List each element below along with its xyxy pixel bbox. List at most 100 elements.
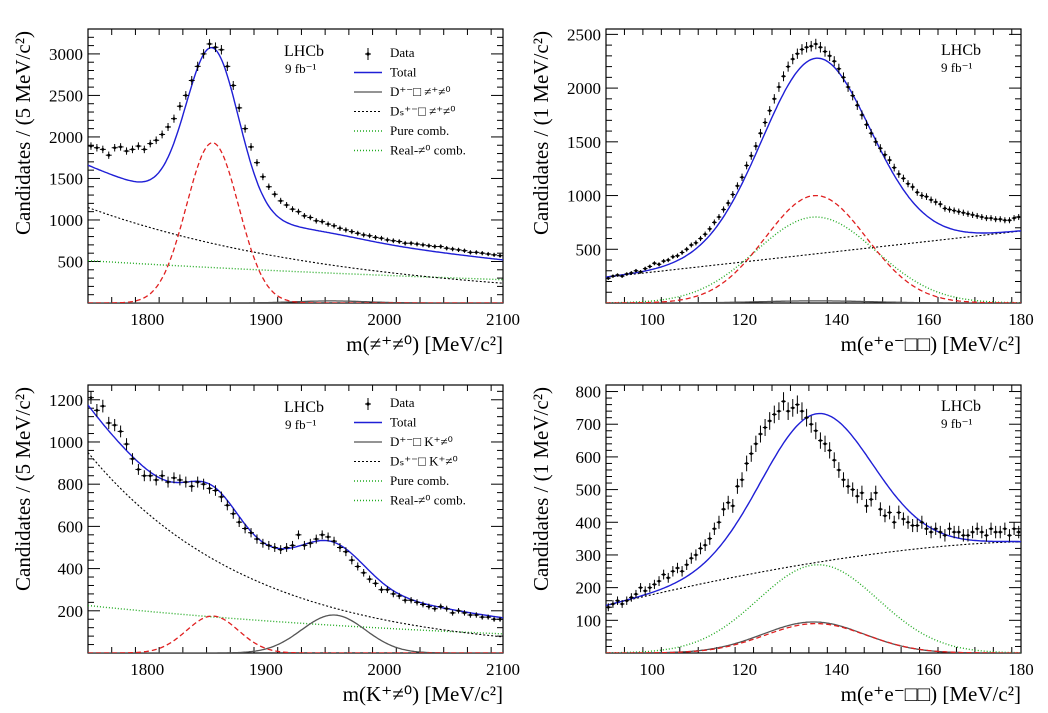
lhcb-label: LHCb xyxy=(941,42,981,59)
data-point xyxy=(135,142,142,150)
data-point xyxy=(785,402,791,420)
data-point xyxy=(831,56,837,67)
data-point xyxy=(230,508,237,519)
data-point xyxy=(319,530,326,540)
data-point xyxy=(938,525,943,539)
fit-curve-2 xyxy=(88,614,503,653)
data-point xyxy=(758,128,763,138)
data-point xyxy=(767,412,772,430)
data-point xyxy=(497,616,503,622)
data-point xyxy=(390,590,397,598)
data-point xyxy=(993,525,998,539)
data-point xyxy=(947,522,952,536)
data-point xyxy=(236,103,243,113)
data-point xyxy=(402,240,409,246)
data-point xyxy=(656,262,662,267)
data-point xyxy=(951,525,957,539)
data-point xyxy=(624,596,630,605)
data-point xyxy=(449,246,456,252)
data-point xyxy=(200,49,207,59)
data-point xyxy=(933,198,938,206)
panel-bottom-right: 100 120 140 160 180 100 200 300 400 500 600 700 800 m… xyxy=(529,383,1034,706)
data-point xyxy=(307,214,314,221)
data-point xyxy=(905,515,911,529)
data-point xyxy=(804,408,809,427)
data-point xyxy=(105,416,112,430)
plot-area xyxy=(606,392,1021,653)
data-point xyxy=(698,542,703,555)
data-point xyxy=(348,555,355,565)
data-point xyxy=(408,597,415,604)
lumi-label: 9 fb⁻¹ xyxy=(285,417,316,432)
y-tick-label: 300 xyxy=(576,546,602,565)
data-point xyxy=(159,470,166,482)
x-tick-label: 2000 xyxy=(367,660,401,679)
plot-area xyxy=(88,39,503,303)
data-point xyxy=(313,218,320,224)
data-point xyxy=(159,130,166,139)
x-tick-label: 120 xyxy=(732,660,758,679)
data-point xyxy=(348,229,355,235)
fit-curve-3 xyxy=(88,452,503,638)
data-point xyxy=(254,159,260,167)
data-point xyxy=(707,226,713,232)
data-point xyxy=(437,244,444,249)
data-point xyxy=(850,482,855,497)
data-point xyxy=(961,529,966,542)
data-point xyxy=(123,147,130,155)
lhcb-label: LHCb xyxy=(284,399,324,416)
data-point xyxy=(372,579,379,587)
y-tick-label: 700 xyxy=(576,415,602,434)
data-point xyxy=(675,562,680,574)
data-point xyxy=(984,529,989,542)
data-point xyxy=(914,519,920,533)
y-tick-label: 1200 xyxy=(49,391,83,410)
data-point xyxy=(850,90,855,101)
data-point xyxy=(111,418,118,432)
data-point xyxy=(887,505,892,520)
legend: Data Total D⁺⁻□ ≠⁺≠⁰ Dₛ⁺⁻□ ≠⁺≠⁰ Pure comb. Re… xyxy=(354,45,466,158)
fit-curve-0 xyxy=(606,412,1021,607)
y-tick-label: 100 xyxy=(576,611,602,630)
data-point xyxy=(1007,217,1012,224)
data-point xyxy=(147,139,154,148)
data-point xyxy=(461,610,468,616)
data-point xyxy=(795,395,800,414)
data-point xyxy=(947,206,952,213)
data-point xyxy=(638,583,643,593)
data-point xyxy=(818,42,823,53)
y-tick-label: 600 xyxy=(58,517,84,536)
data-point xyxy=(984,215,989,222)
data-point xyxy=(868,128,874,138)
fit-curve-4 xyxy=(606,216,1021,303)
data-point xyxy=(744,161,749,170)
x-tick-label: 120 xyxy=(732,310,758,329)
data-point xyxy=(873,485,879,501)
legend-item: Pure comb. xyxy=(354,473,449,488)
data-point xyxy=(910,183,915,191)
data-point xyxy=(259,173,266,181)
x-tick-label: 2100 xyxy=(486,660,520,679)
data-point xyxy=(693,549,699,561)
data-point xyxy=(212,485,219,496)
data-point xyxy=(283,202,290,209)
fit-curve-4 xyxy=(606,564,1021,653)
x-tick-label: 100 xyxy=(639,310,665,329)
data-point xyxy=(772,94,777,104)
legend-label: Total xyxy=(390,65,417,80)
data-point xyxy=(933,522,938,536)
data-point xyxy=(928,525,934,539)
data-point xyxy=(301,212,308,219)
data-point xyxy=(402,597,409,604)
fit-curve-3 xyxy=(606,230,1021,278)
y-tick-label: 2500 xyxy=(49,86,83,105)
x-tick-label: 100 xyxy=(639,660,665,679)
data-point xyxy=(744,455,749,472)
data-point xyxy=(619,274,625,278)
x-tick-label: 1900 xyxy=(249,310,283,329)
data-point xyxy=(997,525,1003,539)
legend-item: D⁺⁻□ K⁺≠⁰ xyxy=(354,434,453,449)
data-point xyxy=(248,143,254,151)
data-point xyxy=(1011,522,1017,536)
data-point xyxy=(997,216,1003,223)
